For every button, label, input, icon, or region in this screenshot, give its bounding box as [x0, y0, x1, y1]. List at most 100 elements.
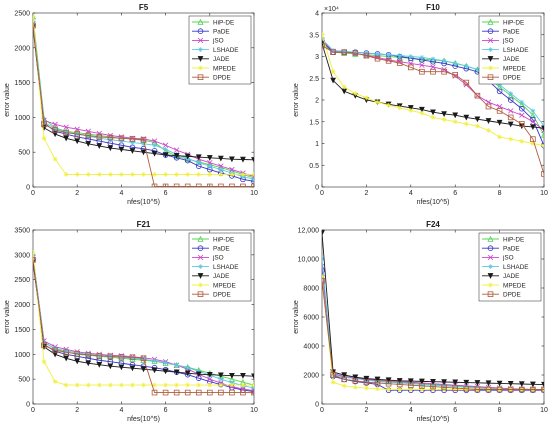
data-point [519, 121, 525, 127]
legend-marker [487, 291, 494, 297]
legend-label: DPDE [213, 75, 231, 82]
data-point [52, 379, 58, 385]
data-point [52, 131, 58, 138]
data-point [541, 143, 544, 149]
data-point [322, 230, 325, 236]
data-point [385, 377, 392, 384]
legend: HiP-DE PaDE jSO LSHADE JADE MPEDE DPDE [478, 232, 542, 302]
data-point [507, 121, 514, 128]
x-tick-label: 8 [498, 190, 502, 197]
y-tick-label: 0 [26, 185, 30, 192]
data-point [196, 160, 202, 166]
legend-entry: JADE [192, 56, 229, 63]
data-point [419, 68, 425, 75]
data-point [229, 156, 235, 163]
y-tick-label: 500 [18, 377, 30, 384]
legend: HiP-DE PaDE jSO LSHADE JADE MPEDE DPDE [188, 232, 252, 302]
data-point [251, 178, 254, 185]
legend-entry: MPEDE [192, 65, 236, 72]
data-point [419, 383, 425, 389]
legend-label: MPEDE [503, 282, 526, 289]
legend-entry: DPDE [192, 291, 231, 299]
data-point [364, 95, 369, 101]
data-point [240, 382, 246, 388]
data-point [341, 376, 347, 383]
series-line [322, 45, 544, 175]
data-point [486, 128, 491, 133]
data-point [240, 386, 246, 392]
chart-title: F21 [137, 220, 151, 229]
legend-entry: PaDE [192, 245, 230, 253]
series-mpede [322, 32, 544, 149]
legend-label: HiP-DE [213, 236, 234, 243]
data-point [251, 176, 254, 182]
data-point [508, 136, 514, 142]
data-point [463, 121, 469, 127]
data-point [229, 183, 235, 187]
y-tick-label: 1.5 [309, 119, 319, 126]
data-point [85, 382, 91, 388]
series-dpde [33, 22, 254, 187]
data-point [452, 119, 458, 125]
data-point [463, 385, 470, 392]
legend-entry: jSO [192, 38, 224, 45]
data-point [363, 52, 370, 59]
series-jade [33, 24, 254, 163]
data-point [151, 367, 158, 374]
data-point [207, 382, 213, 388]
data-point [496, 88, 503, 95]
series-dpde [33, 257, 254, 396]
data-point [41, 359, 47, 365]
x-tick-label: 10 [250, 407, 258, 414]
data-point [430, 378, 436, 385]
data-point [96, 135, 102, 141]
data-point [485, 103, 492, 110]
data-point [408, 387, 414, 392]
series-dpde [322, 277, 544, 393]
legend-entry: HiP-DE [192, 18, 234, 26]
y-tick-label: 12,000 [298, 228, 320, 235]
y-tick-label: 4000 [303, 344, 319, 351]
data-point [374, 380, 381, 386]
data-point [507, 92, 514, 99]
data-point [497, 82, 502, 88]
legend-label: PaDE [503, 246, 520, 253]
data-point [52, 126, 58, 131]
data-point [452, 112, 459, 119]
data-point [240, 172, 246, 177]
data-point [129, 136, 136, 142]
data-point [386, 102, 391, 108]
data-point [396, 60, 403, 66]
data-point [118, 353, 125, 360]
legend-label: PaDE [213, 29, 230, 36]
x-tick-label: 6 [164, 190, 168, 197]
data-point [206, 155, 213, 161]
data-point [151, 183, 158, 187]
data-point [96, 352, 103, 359]
y-axis-label: error value [293, 83, 300, 117]
legend-entry: DPDE [482, 74, 521, 82]
legend-marker [198, 282, 203, 288]
data-point [33, 257, 36, 263]
data-point [251, 183, 254, 187]
legend: HiP-DE PaDE jSO LSHADE JADE MPEDE DPDE [188, 15, 252, 85]
data-point [419, 62, 425, 68]
legend-marker [488, 282, 493, 288]
data-point [229, 166, 235, 173]
data-point [485, 386, 492, 393]
chart-panel-f10: 0 2 4 6 8 10 0 0.5 1 1.5 2 2.5 3 3.5 4 ×10⁴ F10 nfes(10^5… [293, 3, 548, 206]
data-point [74, 172, 80, 177]
data-point [474, 116, 481, 123]
data-point [52, 121, 58, 128]
legend-entry: JADE [482, 56, 519, 63]
data-point [85, 172, 91, 177]
data-point [173, 389, 180, 396]
data-point [474, 92, 481, 99]
legend-label: DPDE [503, 75, 521, 82]
data-point [441, 111, 447, 117]
data-point [364, 385, 369, 391]
legend-marker [487, 28, 494, 35]
y-tick-label: 2500 [14, 11, 30, 18]
data-point [218, 163, 224, 169]
data-point [33, 14, 36, 19]
